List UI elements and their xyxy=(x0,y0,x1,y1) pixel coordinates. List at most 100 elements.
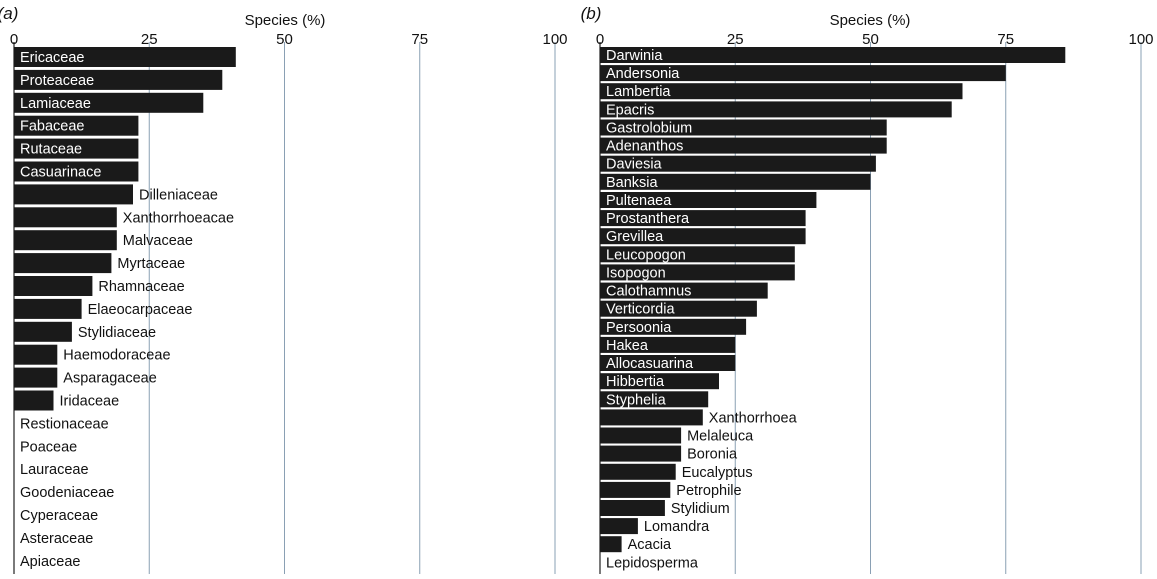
category-label-b-17: Allocasuarina xyxy=(606,356,694,372)
category-label-b-28: Lepidosperma xyxy=(606,555,699,571)
x-tick-label-a-100: 100 xyxy=(542,31,567,48)
bar-a-12 xyxy=(14,321,72,342)
bar-b-21 xyxy=(600,427,682,444)
x-tick-label-a-75: 75 xyxy=(411,31,428,48)
bar-b-25 xyxy=(600,500,665,516)
bar-b-5 xyxy=(600,137,887,154)
bar-a-13 xyxy=(14,344,58,365)
category-label-b-2: Lambertia xyxy=(606,84,671,100)
bar-b-20 xyxy=(600,409,703,426)
category-label-b-11: Leucopogon xyxy=(606,247,686,263)
category-label-a-7: Xanthorrhoeacae xyxy=(123,210,234,226)
x-tick-label-b-100: 100 xyxy=(1128,31,1153,48)
x-tick-label-b-0: 0 xyxy=(596,31,604,48)
panel-label-b: (b) xyxy=(581,4,602,23)
x-tick-label-b-50: 50 xyxy=(862,31,879,48)
bar-b-10 xyxy=(600,228,806,245)
category-label-b-0: Darwinia xyxy=(606,48,663,64)
bar-a-2 xyxy=(14,92,204,113)
category-label-a-8: Malvaceae xyxy=(123,233,193,249)
category-label-b-3: Epacris xyxy=(606,102,654,118)
bar-b-4 xyxy=(600,119,887,136)
category-label-a-5: Casuarinace xyxy=(20,165,101,181)
category-label-b-19: Styphelia xyxy=(606,392,667,408)
bar-a-15 xyxy=(14,390,54,411)
bar-b-24 xyxy=(600,481,671,498)
bar-a-0 xyxy=(14,47,236,67)
category-label-a-13: Haemodoraceae xyxy=(63,348,170,364)
bar-b-22 xyxy=(600,445,682,462)
bar-b-0 xyxy=(600,47,1066,63)
category-label-a-12: Stylidiaceae xyxy=(78,325,156,341)
bar-b-15 xyxy=(600,318,747,335)
category-label-b-7: Banksia xyxy=(606,175,659,191)
bar-b-2 xyxy=(600,83,963,100)
bar-b-23 xyxy=(600,463,676,480)
category-label-b-12: Isopogon xyxy=(606,265,666,281)
bar-a-3 xyxy=(14,115,139,136)
bar-b-19 xyxy=(600,391,709,408)
category-label-a-20: Cyperaceae xyxy=(20,508,98,524)
bar-a-11 xyxy=(14,298,82,319)
category-label-a-10: Rhamnaceae xyxy=(98,279,184,295)
category-label-b-4: Gastrolobium xyxy=(606,121,692,137)
bar-b-27 xyxy=(600,536,622,553)
x-tick-label-a-50: 50 xyxy=(276,31,293,48)
category-label-b-23: Eucalyptus xyxy=(682,465,753,481)
x-tick-label-b-75: 75 xyxy=(997,31,1014,48)
category-label-b-1: Andersonia xyxy=(606,66,680,82)
x-tick-label-a-25: 25 xyxy=(141,31,158,48)
bar-a-9 xyxy=(14,253,112,274)
bar-b-17 xyxy=(600,355,736,371)
category-label-a-11: Elaeocarpaceae xyxy=(88,302,193,318)
x-axis-title-b: Species (%) xyxy=(830,12,911,29)
category-label-a-1: Proteaceae xyxy=(20,73,94,89)
category-label-b-5: Adenanthos xyxy=(606,139,683,155)
category-label-b-24: Petrophile xyxy=(676,483,741,499)
bar-b-9 xyxy=(600,210,806,227)
bar-a-7 xyxy=(14,207,117,228)
category-label-a-2: Lamiaceae xyxy=(20,96,91,112)
bar-b-26 xyxy=(600,518,638,535)
category-label-b-8: Pultenaea xyxy=(606,193,672,209)
category-label-b-15: Persoonia xyxy=(606,320,672,336)
bar-b-3 xyxy=(600,101,952,118)
category-label-b-25: Stylidium xyxy=(671,501,730,517)
bar-b-7 xyxy=(600,173,871,190)
category-label-a-22: Apiaceae xyxy=(20,554,80,570)
category-label-b-26: Lomandra xyxy=(644,519,710,535)
category-label-b-27: Acacia xyxy=(628,537,672,553)
category-label-b-16: Hakea xyxy=(606,338,649,354)
category-label-b-9: Prostanthera xyxy=(606,211,690,227)
bar-b-11 xyxy=(600,246,795,263)
bar-b-8 xyxy=(600,192,817,208)
bar-b-16 xyxy=(600,336,736,353)
bar-a-1 xyxy=(14,69,223,90)
bar-a-5 xyxy=(14,161,139,182)
category-label-a-14: Asparagaceae xyxy=(63,371,157,387)
category-label-a-4: Rutaceae xyxy=(20,142,82,158)
category-label-a-3: Fabaceae xyxy=(20,119,85,135)
bar-b-13 xyxy=(600,282,768,299)
bar-a-4 xyxy=(14,138,139,159)
bar-b-12 xyxy=(600,264,795,281)
x-tick-label-b-25: 25 xyxy=(727,31,744,48)
x-tick-label-a-0: 0 xyxy=(10,31,18,48)
category-label-b-22: Boronia xyxy=(687,447,738,463)
bar-b-6 xyxy=(600,155,876,172)
category-label-a-21: Asteraceae xyxy=(20,531,93,547)
category-label-a-19: Goodeniaceae xyxy=(20,485,114,501)
category-label-a-18: Lauraceae xyxy=(20,462,89,478)
bar-b-18 xyxy=(600,373,719,390)
category-label-a-16: Restionaceae xyxy=(20,416,109,432)
category-label-a-9: Myrtaceae xyxy=(117,256,185,272)
category-label-a-6: Dilleniaceae xyxy=(139,187,218,203)
category-label-a-15: Iridaceae xyxy=(60,394,120,410)
panel-label-a: (a) xyxy=(0,4,18,23)
category-label-b-18: Hibbertia xyxy=(606,374,665,390)
bar-a-14 xyxy=(14,367,58,388)
bar-b-1 xyxy=(600,65,1006,82)
bar-a-10 xyxy=(14,276,93,296)
category-label-b-21: Melaleuca xyxy=(687,429,754,445)
